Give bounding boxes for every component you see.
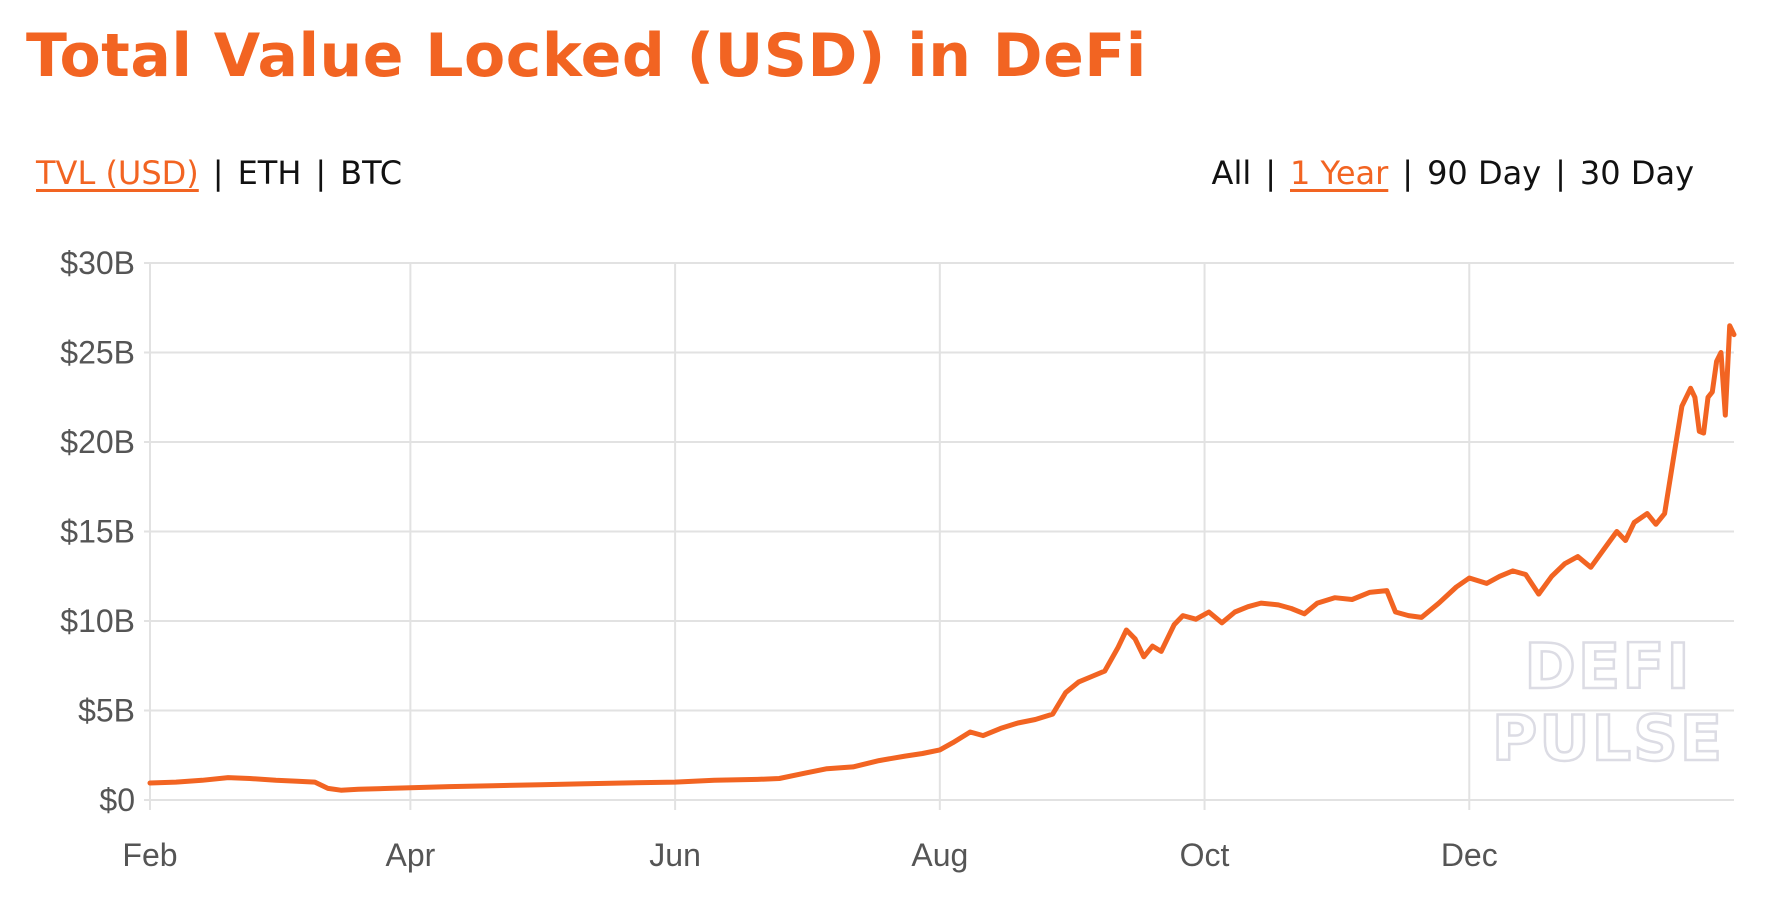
unit-toggle: TVL (USD) | ETH | BTC <box>36 157 402 189</box>
page-title: Total Value Locked (USD) in DeFi <box>26 21 1147 91</box>
separator: | <box>1402 154 1414 192</box>
separator: | <box>315 154 327 192</box>
range-option-1-year[interactable]: 1 Year <box>1290 154 1389 192</box>
y-tick-label: $30B <box>60 245 135 281</box>
series-layer <box>147 323 1737 793</box>
x-tick-label: Dec <box>1441 837 1498 873</box>
separator: | <box>1265 154 1276 192</box>
grid <box>144 262 1734 810</box>
unit-option-btc[interactable]: BTC <box>340 154 403 192</box>
y-axis-ticks: $0 $5B $10B $15B $20B $25B $30B <box>60 245 135 818</box>
tvl-series-line <box>147 323 1737 793</box>
watermark: DEFI PULSE <box>1491 629 1724 777</box>
y-tick-label: $25B <box>60 335 135 371</box>
x-tick-label: Feb <box>122 837 177 873</box>
y-tick-label: $5B <box>78 693 135 729</box>
separator: | <box>212 154 224 192</box>
x-axis-ticks: Feb Apr Jun Aug Oct Dec <box>122 837 1497 873</box>
watermark-line-2: PULSE <box>1492 702 1724 775</box>
separator: | <box>1555 154 1566 192</box>
unit-option-eth[interactable]: ETH <box>237 154 302 192</box>
range-option-all[interactable]: All <box>1211 154 1252 192</box>
y-tick-label: $15B <box>60 514 135 550</box>
unit-option-tvl-usd[interactable]: TVL (USD) <box>36 154 199 192</box>
y-tick-label: $0 <box>99 782 135 818</box>
x-tick-label: Aug <box>911 837 968 873</box>
range-option-90-day[interactable]: 90 Day <box>1427 154 1542 192</box>
y-tick-label: $20B <box>60 424 135 460</box>
x-tick-label: Jun <box>649 837 701 873</box>
range-toggle: All | 1 Year | 90 Day | 30 Day <box>1212 157 1694 189</box>
x-tick-label: Oct <box>1180 837 1230 873</box>
y-tick-label: $10B <box>60 603 135 639</box>
x-tick-label: Apr <box>385 837 435 873</box>
range-option-30-day[interactable]: 30 Day <box>1579 154 1694 192</box>
watermark-line-1: DEFI <box>1524 630 1691 703</box>
